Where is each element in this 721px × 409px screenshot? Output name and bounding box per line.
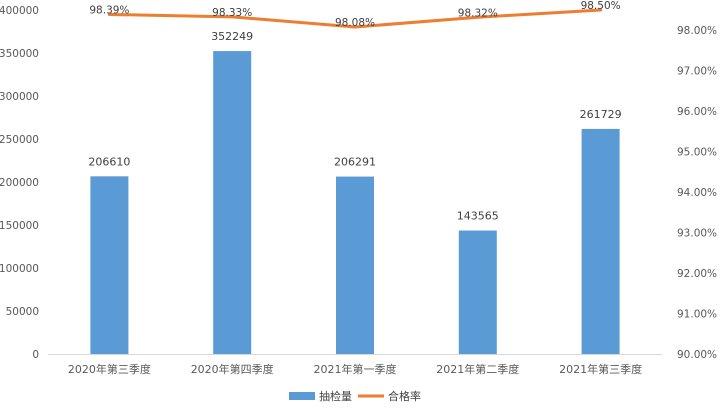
bar-data-label: 261729 [580,108,622,121]
category-label: 2021年第一季度 [314,362,397,376]
left-y-axis: 0 50000 100000 150000 200000 250000 300000 3500… [0,5,39,361]
category-label: 2021年第三季度 [559,362,642,376]
category-label: 2021年第二季度 [436,362,519,376]
category-label: 2020年第三季度 [68,362,151,376]
rate-line [107,8,603,29]
right-y-axis: 90.00% 91.00% 92.00% 93.00% 94.00% 95.00% 96.0… [677,25,717,361]
line-series: 98.39% 98.33% 98.08% 98.32% 98.50% [89,0,620,29]
right-tick-label: 98.00% [677,25,717,37]
left-tick-label: 400000 [0,5,39,17]
right-tick-label: 90.00% [677,349,717,361]
category-label: 2020年第四季度 [191,362,274,376]
right-tick-label: 93.00% [677,228,717,240]
right-tick-label: 91.00% [677,309,717,321]
bar [458,230,497,354]
legend-bar-swatch [289,392,315,400]
left-tick-label: 100000 [0,263,39,275]
bar [213,51,252,355]
bar [90,176,129,354]
left-tick-label: 350000 [0,48,39,60]
right-tick-label: 96.00% [677,106,717,118]
bar-series: 206610 352249 206291 143565 261729 [88,30,622,355]
left-tick-label: 250000 [0,134,39,146]
right-tick-label: 94.00% [677,187,717,199]
right-tick-label: 92.00% [677,268,717,280]
line-data-label: 98.50% [581,0,621,12]
bar [581,128,620,354]
left-tick-label: 0 [32,349,39,361]
right-tick-label: 95.00% [677,147,717,159]
x-axis-labels: 2020年第三季度 2020年第四季度 2021年第一季度 2021年第二季度 2021… [68,362,642,376]
left-tick-label: 50000 [6,306,39,318]
left-tick-label: 300000 [0,91,39,103]
legend: 抽检量 合格率 [289,389,421,403]
line-data-label: 98.32% [458,7,498,19]
bar-data-label: 206610 [88,155,130,168]
line-data-label: 98.39% [89,4,129,16]
right-tick-label: 97.00% [677,66,717,78]
line-data-label: 98.08% [335,17,375,29]
left-tick-label: 200000 [0,177,39,189]
line-data-label: 98.33% [212,7,252,19]
bar-data-label: 352249 [211,30,253,43]
bar-data-label: 143565 [457,210,499,223]
bar-data-label: 206291 [334,156,376,169]
bar [336,176,374,354]
left-tick-label: 150000 [0,220,39,232]
legend-bar-label: 抽检量 [319,389,352,403]
legend-line-label: 合格率 [388,389,421,403]
